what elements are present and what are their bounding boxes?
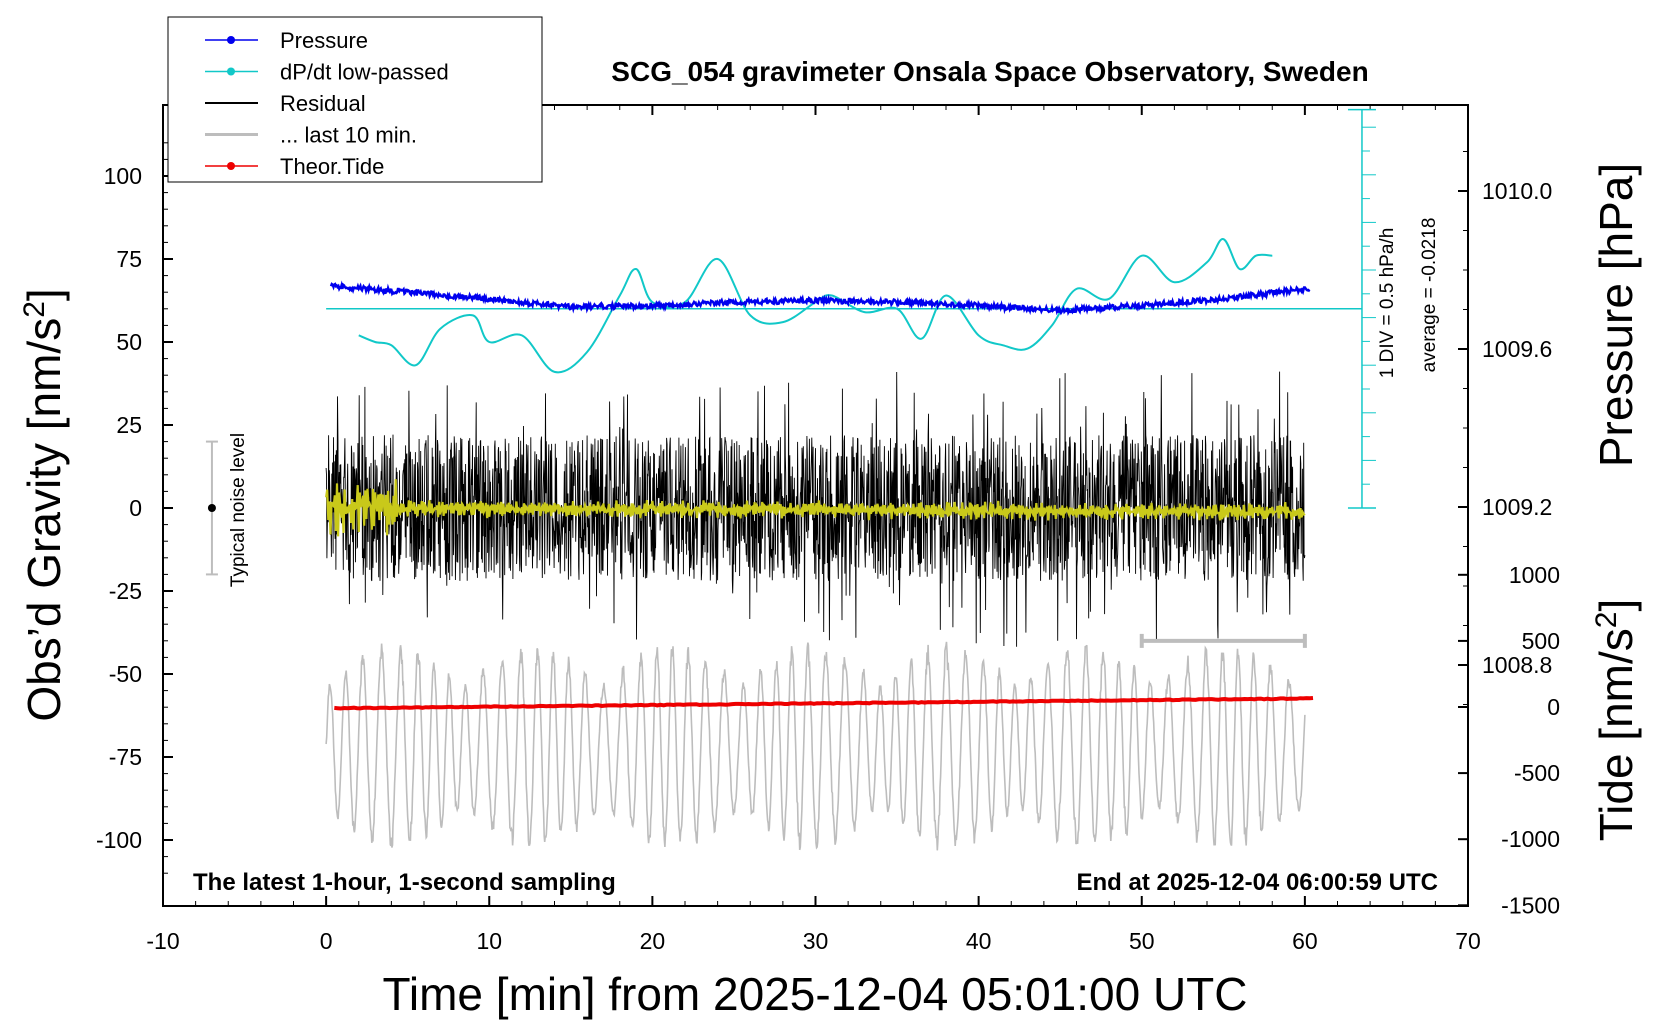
theoretical-tide-line (334, 696, 1314, 711)
y-tick-label: 75 (116, 246, 142, 272)
legend-label: Theor.Tide (280, 154, 384, 179)
y-tick-label: 50 (116, 329, 142, 355)
pressure-tick-label: 1010.0 (1482, 178, 1552, 204)
x-axis-label: Time [min] from 2025-12-04 05:01:00 UTC (383, 968, 1248, 1020)
noise-level-label: Typical noise level (228, 433, 249, 587)
legend-marker (227, 67, 235, 76)
last-10-min-bar (1139, 633, 1307, 648)
dpdt-series (326, 238, 1362, 374)
y-axis-label-pressure: Pressure [hPa] (1590, 163, 1642, 467)
tide-tick-label: 1000 (1509, 562, 1560, 588)
x-tick-label: 30 (803, 928, 829, 954)
pressure-tick-label: 1008.8 (1482, 652, 1552, 678)
legend-marker (227, 36, 235, 44)
y-tick-label: -50 (109, 661, 142, 687)
y-tick-label: -100 (96, 827, 142, 853)
y-axis-label-left: Obs’d Gravity [nm/s2] (18, 288, 70, 721)
dpdt-average-label: average = -0.0218 (1419, 218, 1440, 373)
legend-label: Residual (280, 91, 366, 116)
last-10-min-series (325, 641, 1306, 851)
tide-tick-label: 500 (1522, 628, 1560, 654)
noise-level-bar (205, 440, 218, 576)
annotation-bottom-left: The latest 1-hour, 1-second sampling (193, 869, 616, 896)
x-tick-label: -10 (146, 928, 179, 954)
pressure-tick-label: 1009.2 (1482, 494, 1552, 520)
dpdt-scale-label: 1 DIV = 0.5 hPa/h (1377, 228, 1398, 379)
legend-label: dP/dt low-passed (280, 60, 449, 85)
tide-tick-label: 0 (1547, 694, 1560, 720)
tide-tick-label: -500 (1514, 760, 1560, 786)
legend-marker (227, 162, 235, 170)
smoothed-residual-line (325, 479, 1306, 537)
x-tick-label: 10 (476, 928, 502, 954)
residual-line (325, 371, 1306, 647)
y-tick-label: -25 (109, 578, 142, 604)
residual-series (325, 371, 1306, 647)
axis-ticks: -10 0 10 20 30 40 50 60 701007550250-25-50-75-10… (96, 105, 1560, 954)
residual-smoothed-series (325, 479, 1306, 537)
pressure-tick-label: 1009.6 (1482, 336, 1552, 362)
x-tick-label: 40 (966, 928, 992, 954)
y-tick-label: 0 (129, 495, 142, 521)
pressure-line (329, 280, 1311, 317)
x-tick-label: 60 (1292, 928, 1318, 954)
theoretical-tide-series (334, 696, 1314, 711)
x-tick-label: 50 (1129, 928, 1155, 954)
y-tick-label: 100 (104, 163, 142, 189)
pressure-series (329, 280, 1311, 317)
legend-label: ... last 10 min. (280, 123, 417, 148)
chart-title: SCG_054 gravimeter Onsala Space Observat… (611, 56, 1368, 87)
y-tick-label: 25 (116, 412, 142, 438)
y-tick-label: -75 (109, 744, 142, 770)
x-tick-label: 20 (640, 928, 666, 954)
annotation-bottom-right: End at 2025-12-04 06:00:59 UTC (1077, 869, 1439, 896)
noise-bar-dot (207, 504, 216, 512)
y-axis-label-tide: Tide [nm/s2] (1590, 599, 1642, 842)
tide-tick-label: -1500 (1501, 892, 1560, 918)
x-tick-label: 0 (320, 928, 333, 954)
legend-box (167, 16, 543, 183)
dpdt-scale-bar (1347, 108, 1376, 509)
x-tick-label: 70 (1455, 928, 1481, 954)
legend-label: Pressure (280, 28, 368, 53)
legend: Pressure dP/dt low-passed Residual ... last… (167, 16, 543, 183)
tide-tick-label: -1000 (1501, 826, 1560, 852)
last-10-min-line (325, 641, 1306, 851)
